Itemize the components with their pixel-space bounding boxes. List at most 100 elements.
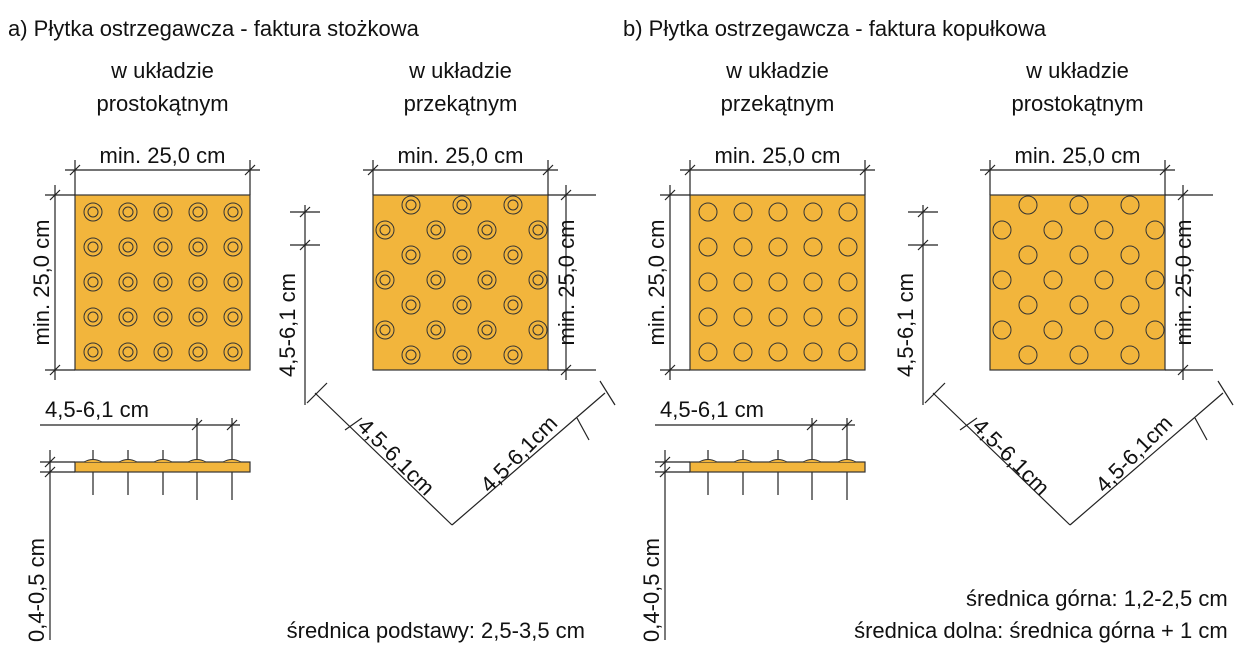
spacing-label: 4,5-6,1 cm xyxy=(45,397,149,422)
stud-top xyxy=(157,346,169,358)
stud-top xyxy=(227,206,239,218)
dimension-line xyxy=(959,417,978,431)
tile-caption: przekątnym xyxy=(721,91,835,116)
stud-top xyxy=(430,224,442,236)
stud xyxy=(153,202,173,222)
dimension-line xyxy=(1177,189,1189,201)
stud xyxy=(452,195,472,215)
stud xyxy=(1145,270,1165,290)
stud-top xyxy=(157,241,169,253)
tile-caption: w układzie xyxy=(110,58,214,83)
stud xyxy=(503,195,523,215)
stud xyxy=(838,307,858,327)
stud xyxy=(768,342,788,362)
dimension-line xyxy=(1217,380,1234,406)
profile-height-label: 0,4-0,5 cm xyxy=(24,538,49,642)
stud xyxy=(1094,220,1114,240)
height-label: min. 25,0 cm xyxy=(29,220,54,346)
dimension-line xyxy=(1069,392,1224,526)
profile-stud xyxy=(768,459,788,463)
vertical-spacing-label: 4,5-6,1 cm xyxy=(275,273,300,377)
stud xyxy=(477,220,497,240)
stud-top xyxy=(430,274,442,286)
stud-top xyxy=(87,276,99,288)
tile-caption: prostokątnym xyxy=(1011,91,1143,116)
stud xyxy=(188,202,208,222)
stud xyxy=(83,307,103,327)
profile xyxy=(74,461,251,473)
dimension-line xyxy=(306,382,328,404)
dimension-line xyxy=(841,419,853,431)
stud-top xyxy=(157,311,169,323)
diagonal-spacing-label: 4,5-6,1cm xyxy=(353,413,440,500)
profile-stud xyxy=(698,459,718,463)
stud xyxy=(503,295,523,315)
diagonal-spacing-label: 4,5-6,1cm xyxy=(1090,410,1177,497)
stud xyxy=(153,342,173,362)
profile-height-label: 0,4-0,5 cm xyxy=(639,538,664,642)
stud xyxy=(768,272,788,292)
dimension-line xyxy=(244,164,256,176)
stud xyxy=(992,270,1012,290)
stud xyxy=(83,342,103,362)
dimension-line xyxy=(560,189,572,201)
profile-stud xyxy=(83,459,103,463)
stud xyxy=(1094,270,1114,290)
stud xyxy=(992,320,1012,340)
stud-top xyxy=(507,199,519,211)
stud xyxy=(768,307,788,327)
stud xyxy=(153,307,173,327)
spacing-label: 4,5-6,1 cm xyxy=(660,397,764,422)
stud-top xyxy=(157,206,169,218)
diagonal-spacing-label: 4,5-6,1cm xyxy=(968,413,1055,500)
dimension-line xyxy=(576,417,590,441)
stud xyxy=(83,237,103,257)
panel-title: a) Płytka ostrzegawcza - faktura stożkow… xyxy=(8,16,420,41)
stud-top xyxy=(405,299,417,311)
dimension-line xyxy=(924,382,946,404)
stud xyxy=(698,307,718,327)
stud xyxy=(118,272,138,292)
stud xyxy=(401,345,421,365)
tile-caption: w układzie xyxy=(725,58,829,83)
stud xyxy=(1120,245,1140,265)
note: średnica dolna: średnica górna + 1 cm xyxy=(854,618,1228,643)
stud-top xyxy=(456,349,468,361)
stud-top xyxy=(87,311,99,323)
stud xyxy=(503,345,523,365)
profile-stud xyxy=(802,459,822,463)
stud xyxy=(1069,345,1089,365)
stud xyxy=(733,342,753,362)
dimension-line xyxy=(314,392,453,526)
stud-top xyxy=(192,241,204,253)
stud xyxy=(838,272,858,292)
stud xyxy=(768,202,788,222)
tile-caption: w układzie xyxy=(1025,58,1129,83)
dimension-line xyxy=(69,164,81,176)
stud xyxy=(375,320,395,340)
stud-top xyxy=(122,241,134,253)
stud xyxy=(153,272,173,292)
stud-top xyxy=(192,276,204,288)
stud xyxy=(803,342,823,362)
stud-top xyxy=(379,224,391,236)
stud xyxy=(1145,220,1165,240)
profile-stud xyxy=(733,459,753,463)
stud xyxy=(375,270,395,290)
stud-top xyxy=(532,324,544,336)
tile xyxy=(689,194,866,371)
stud-top xyxy=(192,346,204,358)
tile xyxy=(989,194,1166,371)
dimension-line xyxy=(684,164,696,176)
stud xyxy=(838,237,858,257)
stud-top xyxy=(227,276,239,288)
stud xyxy=(1043,320,1063,340)
stud-top xyxy=(122,346,134,358)
stud xyxy=(223,272,243,292)
stud xyxy=(223,342,243,362)
height-label: min. 25,0 cm xyxy=(644,220,669,346)
stud xyxy=(992,220,1012,240)
diagonal-spacing-label: 4,5-6,1cm xyxy=(475,410,562,497)
profile-stud xyxy=(153,459,173,463)
dimension-line xyxy=(344,417,363,431)
